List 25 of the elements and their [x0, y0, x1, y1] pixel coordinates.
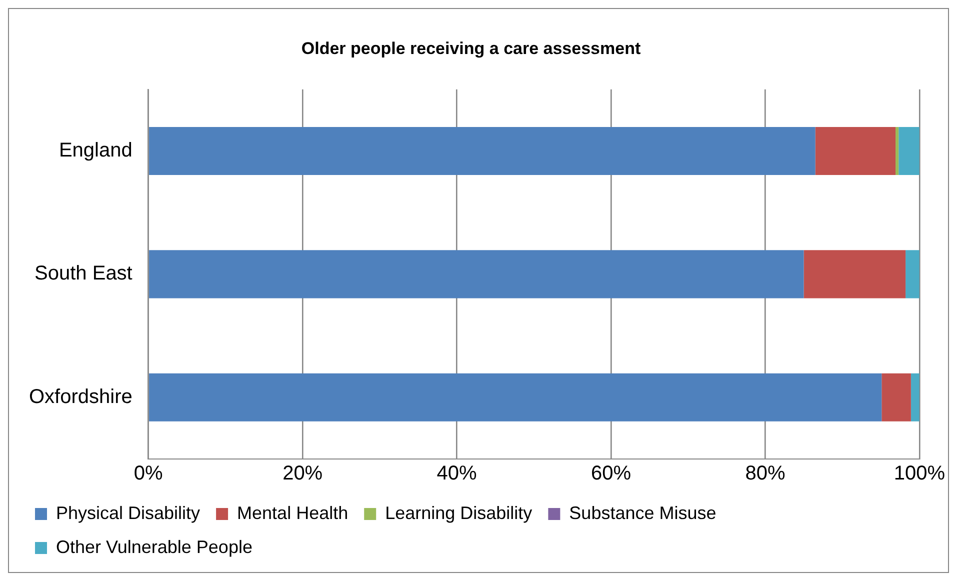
bar — [815, 126, 896, 176]
x-tick-label: 100% — [894, 462, 946, 485]
legend-label: Substance Misuse — [569, 502, 716, 523]
x-tick-label: 20% — [282, 462, 323, 485]
x-tick-label: 80% — [745, 462, 786, 485]
x-tick-label: 60% — [590, 462, 632, 485]
bar — [149, 373, 882, 422]
y-tick-label: South East — [34, 262, 133, 285]
legend-label: Other Vulnerable People — [56, 536, 252, 557]
bar — [804, 250, 906, 298]
legend-label: Physical Disability — [56, 502, 200, 523]
x-tick-label: 0% — [134, 462, 164, 485]
legend-label: Learning Disability — [385, 502, 532, 523]
y-tick-label: England — [58, 140, 132, 162]
bar — [149, 250, 804, 298]
bar — [882, 373, 911, 422]
bar — [910, 373, 920, 422]
y-tick-label: Oxfordshire — [28, 386, 132, 408]
bar — [896, 126, 899, 176]
bar — [906, 250, 920, 298]
x-tick-label: 40% — [436, 462, 478, 485]
bar — [149, 126, 816, 176]
chart-title: Older people receiving a care assessment — [301, 38, 641, 58]
legend-label: Mental Health — [237, 502, 348, 523]
bar — [898, 126, 920, 176]
